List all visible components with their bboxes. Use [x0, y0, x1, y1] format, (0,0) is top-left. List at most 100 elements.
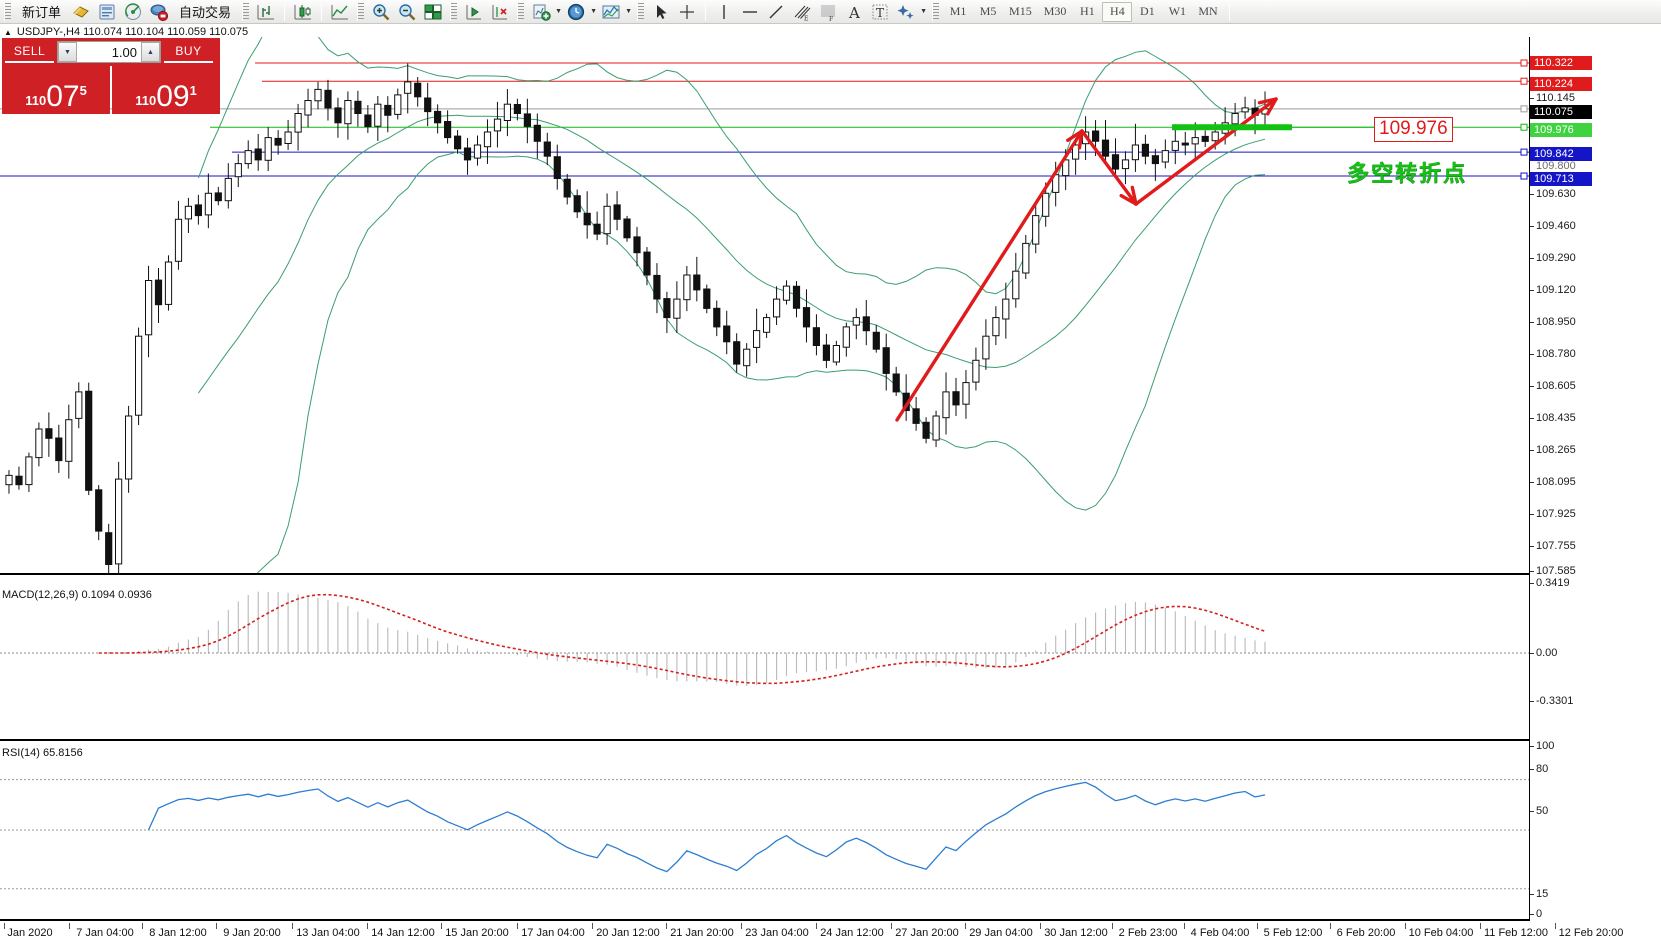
time-axis[interactable]: Jan 2020 7 Jan 04:00 8 Jan 12:00 9 Jan 20:0… [0, 923, 1661, 948]
toolbar-grip-4[interactable] [450, 2, 458, 21]
price-pane[interactable] [0, 37, 1529, 575]
timeframe-m5[interactable]: M5 [979, 4, 997, 18]
volume-stepper[interactable]: ▼ 1.00 ▲ [57, 41, 161, 63]
tile-windows-icon[interactable] [420, 1, 446, 23]
time-axis-gridmark [4, 923, 5, 929]
toolbar-grip-3[interactable] [357, 2, 365, 21]
time-axis-label: 12 Feb 20:00 [1558, 927, 1624, 939]
price-level-tag-target[interactable]: 109.976 [1530, 123, 1592, 137]
shapes-icon[interactable] [893, 1, 919, 23]
timeframe-m15[interactable]: M15 [1009, 4, 1032, 18]
periods-dropdown-arrow[interactable]: ▼ [590, 8, 597, 15]
price-level-handle[interactable] [1520, 59, 1528, 67]
time-axis-gridmark [891, 923, 892, 929]
timeframe-mn[interactable]: MN [1198, 4, 1218, 18]
price-level-handle[interactable] [1520, 77, 1528, 85]
toolbar-grip-1[interactable] [4, 2, 11, 21]
timeframe-d1[interactable]: D1 [1140, 4, 1155, 18]
price-chart-canvas[interactable] [0, 37, 1529, 575]
price-level-handle[interactable] [1520, 105, 1528, 113]
toolbar-grip-2[interactable] [242, 2, 250, 21]
svg-text:T: T [876, 6, 884, 20]
price-level-tag-resistance[interactable]: 110.224 [1530, 77, 1592, 91]
line-chart-icon[interactable] [327, 1, 353, 23]
crosshair-icon[interactable] [674, 1, 700, 23]
price-level-tag-resistance[interactable]: 110.322 [1530, 56, 1592, 70]
price-level-tag-last-price[interactable]: 110.075 [1530, 105, 1592, 119]
one-click-trading-panel[interactable]: SELL ▼ 1.00 ▲ BUY 110 07 5 110 09 1 [2, 38, 220, 114]
downtrend-arrow[interactable] [1080, 129, 1138, 206]
candle-bullish [982, 335, 990, 360]
templates-icon[interactable] [598, 1, 624, 23]
signals-icon[interactable] [120, 1, 146, 23]
text-label-icon[interactable]: T [867, 1, 893, 23]
toolbar-grip-6[interactable] [637, 2, 645, 21]
buy-button[interactable]: BUY [164, 41, 213, 63]
new-order-button[interactable]: 新订单 [15, 1, 68, 23]
zoom-in-icon[interactable] [368, 1, 394, 23]
text-icon[interactable]: A [841, 1, 867, 23]
rsi-pane[interactable] [0, 743, 1529, 921]
tick-label: 100 [1536, 740, 1555, 753]
macd-chart-canvas[interactable] [0, 577, 1529, 741]
candlestick-chart-icon[interactable] [290, 1, 316, 23]
macd-pane[interactable] [0, 577, 1529, 741]
sell-price-display[interactable]: 110 07 5 [2, 66, 110, 114]
candle-bullish [115, 478, 123, 565]
auto-trading-button[interactable]: 自动交易 [172, 1, 238, 23]
templates-dropdown-arrow[interactable]: ▼ [625, 8, 632, 15]
price-level-handle[interactable] [1520, 123, 1528, 131]
shapes-dropdown-arrow[interactable]: ▼ [920, 8, 927, 15]
sell-button[interactable]: SELL [5, 41, 54, 63]
market-watch-icon[interactable] [94, 1, 120, 23]
time-axis-label: 5 Feb 12:00 [1263, 927, 1323, 939]
candle-bearish [563, 178, 571, 198]
rsi-chart-canvas[interactable] [0, 743, 1529, 921]
chart-window[interactable]: ▲ USDJPY-,H4 110.074 110.104 110.059 110… [0, 24, 1661, 948]
tick-dash [1530, 570, 1534, 572]
projection-arrow[interactable] [1134, 97, 1278, 206]
tick-label: 80 [1536, 763, 1549, 776]
cursor-icon[interactable] [648, 1, 674, 23]
candle-bearish [1092, 130, 1100, 142]
price-level-tag-support[interactable]: 109.713 [1530, 172, 1592, 186]
tick-dash [1530, 513, 1534, 515]
indicators-dropdown-arrow[interactable]: ▼ [555, 8, 562, 15]
horizontal-line-icon[interactable] [737, 1, 763, 23]
auto-scroll-icon[interactable] [487, 1, 513, 23]
timeframe-h4[interactable]: H4 [1102, 1, 1133, 22]
tick-dash [1530, 745, 1534, 747]
bar-chart-icon[interactable] [253, 1, 279, 23]
timeframe-h1[interactable]: H1 [1080, 4, 1095, 18]
volume-increase-button[interactable]: ▲ [141, 42, 160, 62]
equidistant-channel-icon[interactable]: E [789, 1, 815, 23]
candle-bullish [992, 317, 1000, 337]
candle-bearish [334, 107, 342, 124]
buy-price-prefix: 110 [135, 93, 157, 108]
price-scale[interactable]: 110.145 109.630 109.460 109.290 109.120 108.9… [1529, 37, 1661, 921]
tick-label: 15 [1536, 888, 1549, 901]
trend-up-icon: ▲ [4, 27, 12, 37]
timeframe-m1[interactable]: M1 [949, 4, 967, 18]
zoom-out-icon[interactable] [394, 1, 420, 23]
toolbar-grip-7[interactable] [932, 2, 940, 21]
toolbar-grip-5[interactable] [517, 2, 525, 21]
vertical-line-icon[interactable] [711, 1, 737, 23]
chart-shift-icon[interactable] [461, 1, 487, 23]
time-axis-gridmark [69, 923, 70, 929]
indicators-icon[interactable] [528, 1, 554, 23]
expert-advisor-icon[interactable] [68, 1, 94, 23]
buy-price-display[interactable]: 110 09 1 [112, 66, 220, 114]
trendline-icon[interactable] [763, 1, 789, 23]
periods-icon[interactable] [563, 1, 589, 23]
timeframe-w1[interactable]: W1 [1168, 4, 1187, 18]
price-level-handle[interactable] [1520, 148, 1528, 156]
timeframe-m30[interactable]: M30 [1043, 4, 1067, 18]
auto-trading-icon[interactable] [146, 1, 172, 23]
price-level-tag-support[interactable]: 109.842 [1530, 147, 1592, 161]
uptrend-arrow[interactable] [895, 129, 1084, 422]
volume-decrease-button[interactable]: ▼ [58, 42, 77, 62]
fibonacci-icon[interactable]: F [815, 1, 841, 23]
volume-input[interactable]: 1.00 [77, 42, 141, 62]
price-level-handle[interactable] [1520, 172, 1528, 180]
